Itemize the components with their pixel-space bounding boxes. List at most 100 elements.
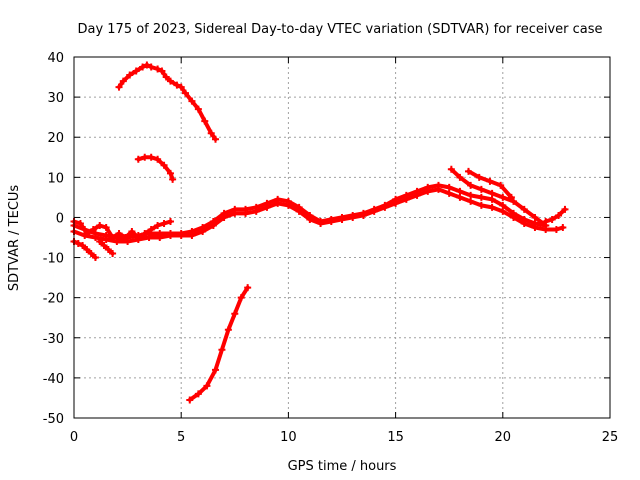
- data-point: [104, 246, 112, 254]
- data-point: [162, 73, 170, 81]
- data-point: [113, 238, 121, 246]
- series-late-spike-b: [464, 167, 515, 201]
- data-point: [156, 234, 164, 241]
- series-late-spike-a: [447, 165, 550, 229]
- series-rising-segment: [186, 284, 252, 404]
- data-point: [83, 246, 91, 254]
- data-point: [173, 81, 181, 89]
- data-point: [96, 221, 104, 229]
- x-axis-label: GPS time / hours: [288, 459, 397, 474]
- data-point: [160, 219, 168, 227]
- data-point: [109, 234, 117, 241]
- data-point: [561, 205, 569, 213]
- data-point: [510, 197, 518, 205]
- data-point: [456, 187, 464, 195]
- y-tick-label: -20: [43, 292, 64, 307]
- y-tick-label: -50: [43, 412, 64, 427]
- data-point: [445, 189, 453, 197]
- data-point: [121, 234, 129, 241]
- data-point: [477, 201, 485, 209]
- data-point: [143, 61, 151, 69]
- data-point: [477, 193, 485, 201]
- data-point: [96, 238, 104, 246]
- data-point: [154, 155, 162, 163]
- data-point: [91, 234, 99, 241]
- data-point: [488, 195, 496, 203]
- data-point: [295, 207, 303, 215]
- data-point: [154, 65, 162, 73]
- data-point: [559, 223, 567, 231]
- data-point: [194, 390, 202, 398]
- data-point: [212, 135, 220, 143]
- data-point: [244, 284, 252, 292]
- x-tick-label: 10: [280, 430, 297, 445]
- series-main-trace-upper: [70, 181, 550, 241]
- data-point: [542, 217, 550, 225]
- data-point: [381, 203, 389, 211]
- data-point: [263, 203, 271, 211]
- data-point: [166, 231, 174, 239]
- data-point: [203, 382, 211, 390]
- data-point: [486, 177, 494, 185]
- data-point: [555, 211, 563, 219]
- data-point: [154, 221, 162, 229]
- data-point: [349, 213, 357, 221]
- data-point: [317, 219, 325, 227]
- data-point: [497, 181, 505, 189]
- data-point: [370, 207, 378, 215]
- data-point: [359, 211, 367, 219]
- data-point: [220, 213, 228, 221]
- data-point: [392, 199, 400, 207]
- data-point: [507, 193, 515, 201]
- data-point: [548, 215, 556, 223]
- data-point: [134, 155, 142, 163]
- data-point: [224, 326, 232, 334]
- data-point: [79, 242, 87, 250]
- data-point: [166, 77, 174, 85]
- data-point: [499, 193, 507, 201]
- data-point: [434, 185, 442, 193]
- data-point: [115, 229, 123, 237]
- data-point: [237, 294, 245, 302]
- data-point: [188, 231, 196, 239]
- data-point: [477, 185, 485, 193]
- data-point: [115, 83, 123, 91]
- data-point: [499, 201, 507, 209]
- data-point: [338, 215, 346, 223]
- data-point: [100, 242, 108, 250]
- data-point: [87, 250, 95, 258]
- data-point: [166, 217, 174, 225]
- data-point: [456, 173, 464, 181]
- data-point: [126, 71, 134, 79]
- series-early-wiggle-a: [70, 217, 174, 241]
- y-tick-label: 10: [47, 171, 64, 186]
- series-line: [97, 239, 115, 256]
- data-point: [119, 77, 127, 85]
- y-tick-label: -40: [43, 372, 64, 387]
- series-line: [449, 167, 548, 228]
- data-point: [194, 105, 202, 113]
- data-point: [475, 173, 483, 181]
- data-point: [147, 225, 155, 233]
- data-point: [520, 219, 528, 227]
- data-point: [102, 223, 110, 231]
- data-point: [456, 193, 464, 201]
- series-main-trace-lower: [70, 185, 567, 246]
- data-point: [552, 225, 560, 233]
- data-point: [231, 310, 239, 318]
- y-tick-label: 0: [56, 211, 64, 226]
- data-point: [424, 187, 432, 195]
- data-point: [201, 117, 209, 125]
- data-point: [488, 189, 496, 197]
- y-tick-label: -30: [43, 332, 64, 347]
- data-point: [160, 161, 168, 169]
- data-point: [181, 89, 189, 97]
- data-point: [166, 169, 174, 177]
- data-points: [70, 61, 569, 404]
- series-early-drop-b: [96, 238, 117, 258]
- data-point: [445, 183, 453, 191]
- data-point: [91, 254, 99, 262]
- data-point: [145, 234, 153, 241]
- data-point: [413, 191, 421, 199]
